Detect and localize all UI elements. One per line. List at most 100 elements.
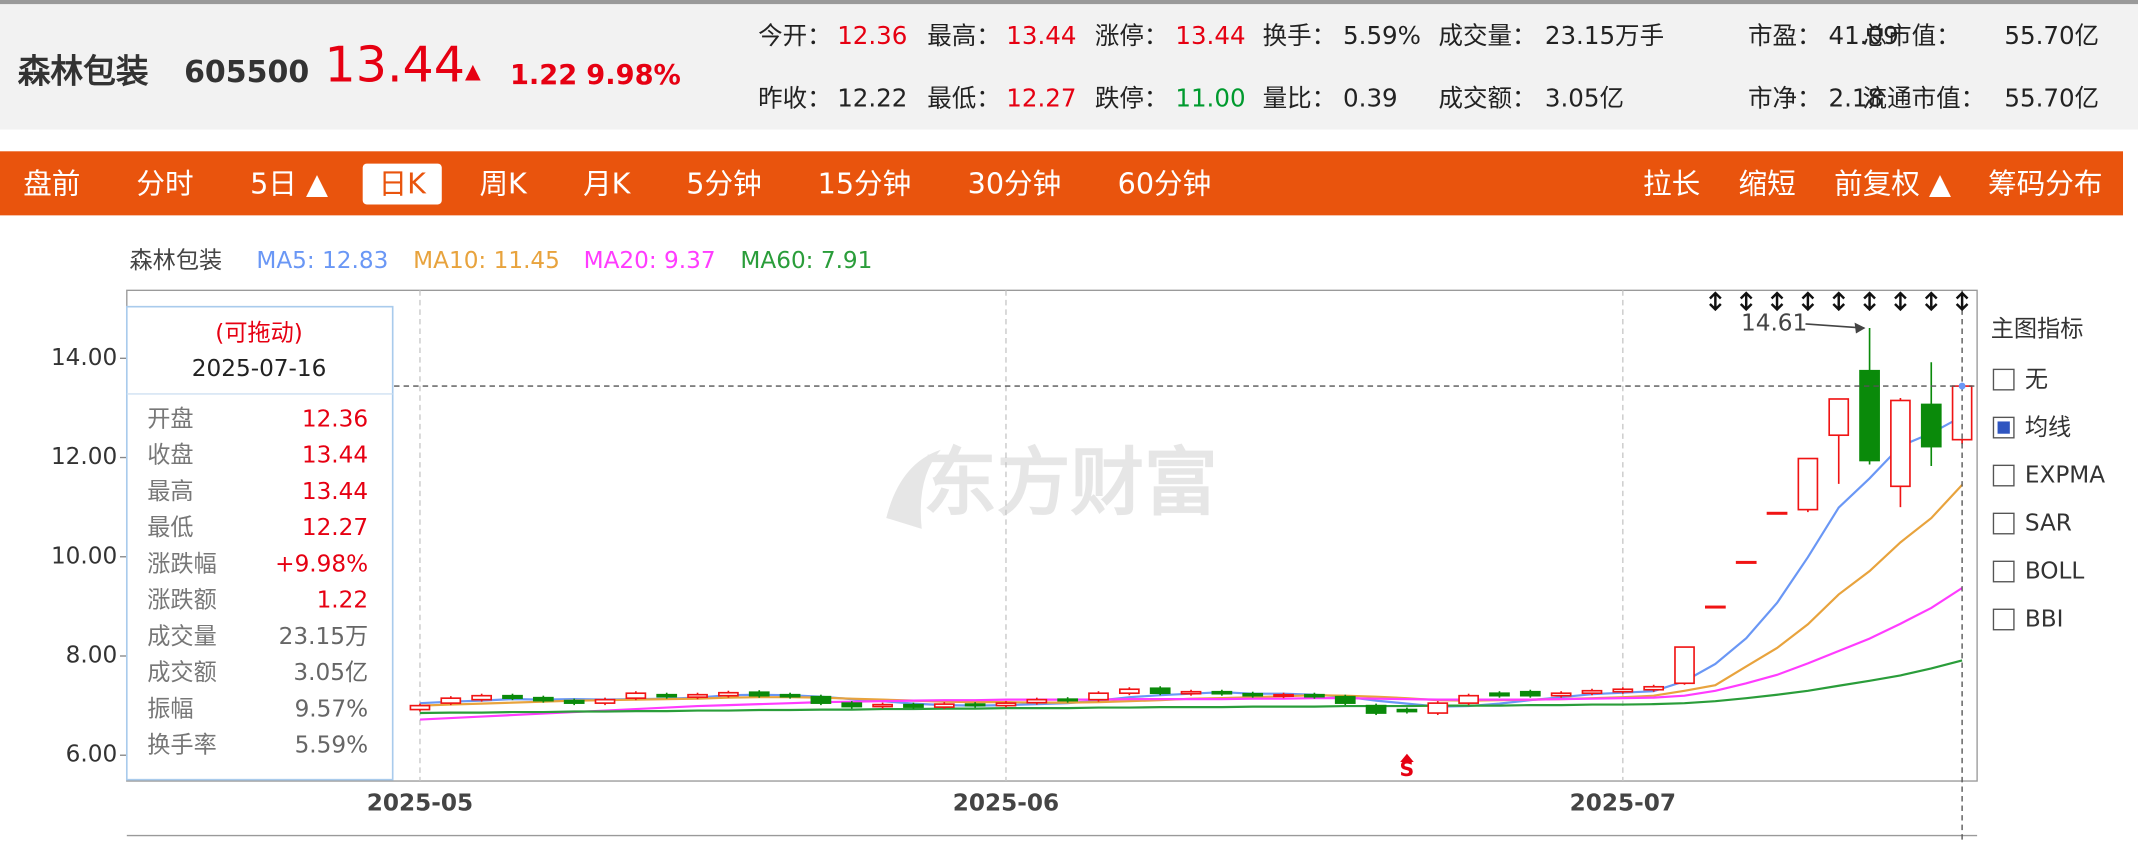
indicator-option[interactable]: BBI bbox=[2025, 606, 2064, 633]
candle-body bbox=[1828, 398, 1850, 437]
tooltip-label: 最低 bbox=[147, 514, 193, 541]
candle-body bbox=[656, 693, 678, 698]
tooltip-value: 5.59% bbox=[295, 732, 369, 759]
candle-body bbox=[1890, 399, 1911, 488]
tool-button[interactable]: 拉长 bbox=[1643, 166, 1700, 200]
candle-body bbox=[1458, 694, 1479, 704]
header-bg bbox=[0, 0, 2138, 130]
price-arrow: ▲ bbox=[465, 59, 481, 83]
tab[interactable]: 日K bbox=[379, 166, 428, 200]
stat-label: 总市值： bbox=[1863, 21, 1961, 50]
toolbar bbox=[0, 151, 2124, 216]
tooltip-label: 收盘 bbox=[147, 442, 193, 469]
price-change-pct: 9.98% bbox=[586, 60, 681, 91]
candle-body bbox=[1273, 693, 1294, 698]
tool-button[interactable]: 前复权 ▲ bbox=[1834, 166, 1951, 200]
tooltip-label: 振幅 bbox=[147, 695, 193, 722]
stat-label: 市净： bbox=[1748, 84, 1822, 113]
candle-body bbox=[748, 691, 770, 697]
tooltip-value: +9.98% bbox=[275, 550, 368, 577]
candle-body bbox=[1180, 690, 1202, 695]
checkbox[interactable] bbox=[1992, 368, 2015, 391]
tooltip-label: 成交量 bbox=[147, 623, 216, 650]
stat: 成交量： 23.15万手 bbox=[1439, 21, 1665, 50]
sell-arrow bbox=[1400, 753, 1414, 762]
checkbox[interactable] bbox=[1992, 560, 2015, 583]
candle-body bbox=[1427, 702, 1449, 714]
candle-body bbox=[933, 703, 955, 708]
indicator-option[interactable]: EXPMA bbox=[2025, 462, 2105, 489]
candle-body bbox=[872, 703, 893, 708]
stat-value: 5.59% bbox=[1343, 21, 1421, 50]
candle-body bbox=[1211, 690, 1233, 695]
tab[interactable]: 5日 ▲ bbox=[250, 166, 328, 200]
checkbox[interactable] bbox=[1992, 608, 2015, 631]
candle-body bbox=[964, 703, 986, 707]
candle-body bbox=[1766, 511, 1788, 515]
checkbox[interactable] bbox=[1992, 512, 2015, 535]
stat-value: 12.27 bbox=[1006, 84, 1076, 113]
stat-value: 41.09 bbox=[1828, 21, 1898, 50]
tab[interactable]: 30分钟 bbox=[968, 166, 1062, 200]
candle-body bbox=[563, 699, 585, 704]
candle-body bbox=[1643, 685, 1665, 691]
indicator-option[interactable]: SAR bbox=[2025, 510, 2072, 537]
stat-label: 成交量： bbox=[1439, 21, 1537, 50]
candle-body bbox=[409, 704, 431, 711]
legend-title: 森林包装 bbox=[130, 247, 223, 274]
candle-body bbox=[1797, 457, 1819, 511]
stat: 流通市值： 55.70亿 bbox=[1863, 84, 2100, 113]
candle-body bbox=[1489, 692, 1510, 697]
tab[interactable]: 分时 bbox=[136, 166, 193, 200]
stat-value: 23.15万手 bbox=[1545, 21, 1664, 50]
signal-marker bbox=[1709, 291, 1722, 312]
stat-label: 换手： bbox=[1263, 21, 1337, 50]
indicator-option[interactable]: 均线 bbox=[2025, 414, 2071, 441]
tooltip-value: 12.27 bbox=[302, 514, 368, 541]
candle-body bbox=[995, 702, 1017, 707]
candle-body bbox=[1026, 698, 1048, 704]
candle-body bbox=[1304, 693, 1325, 698]
candle-body bbox=[1088, 692, 1109, 701]
candle-body bbox=[1057, 698, 1079, 702]
stat: 最高： 13.44 bbox=[927, 21, 1076, 50]
tooltip-value: 12.36 bbox=[302, 405, 368, 432]
signal-marker bbox=[1770, 291, 1784, 312]
tooltip-label: 成交额 bbox=[147, 659, 216, 686]
stat: 跌停： 11.00 bbox=[1095, 84, 1246, 113]
indicator-option[interactable]: 无 bbox=[2025, 366, 2048, 393]
stat-value: 55.70亿 bbox=[2004, 21, 2099, 50]
stat-value: 3.05亿 bbox=[1545, 84, 1624, 113]
tooltip-date: 2025-07-16 bbox=[192, 355, 327, 382]
x-tick-label: 2025-07 bbox=[1570, 790, 1676, 817]
x-tick-label: 2025-05 bbox=[367, 790, 473, 817]
tool-button[interactable]: 缩短 bbox=[1739, 166, 1796, 200]
tab[interactable]: 5分钟 bbox=[686, 166, 761, 200]
stat-label: 最低： bbox=[927, 84, 1001, 113]
tab[interactable]: 15分钟 bbox=[818, 166, 912, 200]
stat: 总市值： 55.70亿 bbox=[1863, 21, 2100, 50]
tab[interactable]: 60分钟 bbox=[1118, 166, 1212, 200]
ma-line bbox=[419, 659, 1963, 715]
tooltip-box[interactable] bbox=[125, 305, 394, 781]
candle-body bbox=[1674, 646, 1695, 685]
signal-marker bbox=[1801, 291, 1815, 312]
tab[interactable]: 周K bbox=[479, 166, 528, 200]
cursor-dot bbox=[1958, 382, 1966, 390]
candle-body bbox=[1334, 695, 1356, 704]
tooltip-value: 1.22 bbox=[317, 587, 369, 614]
max-arrow bbox=[1805, 323, 1865, 329]
signal-marker bbox=[1955, 291, 1969, 312]
tooltip-label: 开盘 bbox=[147, 405, 193, 432]
sell-signal: S bbox=[1400, 757, 1415, 781]
indicator-option[interactable]: BOLL bbox=[2025, 558, 2085, 585]
tab[interactable]: 盘前 bbox=[23, 166, 80, 200]
tooltip-value: 13.44 bbox=[302, 478, 368, 505]
stat-label: 涨停： bbox=[1095, 21, 1169, 50]
stat-value: 0.39 bbox=[1343, 84, 1398, 113]
tab[interactable]: 月K bbox=[583, 166, 632, 200]
checkbox[interactable] bbox=[1992, 464, 2015, 487]
tool-button[interactable]: 筹码分布 bbox=[1988, 166, 2102, 200]
